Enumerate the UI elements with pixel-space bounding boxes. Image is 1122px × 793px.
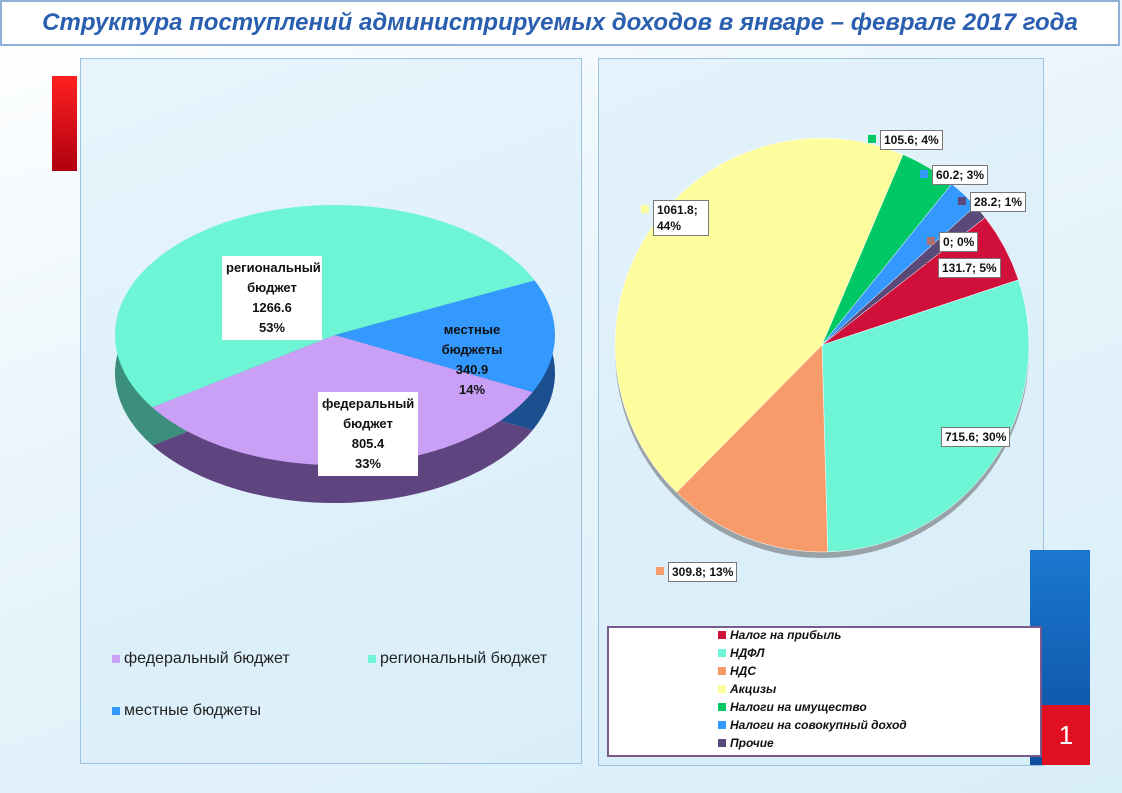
legend-key (112, 655, 120, 663)
slice (821, 279, 1030, 553)
legend-label: Акцизы (730, 682, 777, 696)
data-label: 131.7; 5% (938, 258, 1001, 278)
legend-key (718, 667, 726, 675)
legend-key (718, 685, 726, 693)
legend-label: местные бюджеты (124, 702, 261, 719)
label-key (920, 170, 928, 178)
legend-label: Налог на прибыль (730, 628, 842, 642)
legend-label: региональный бюджет (380, 650, 548, 667)
legend-key (718, 649, 726, 657)
legend-label: Налоги на имущество (730, 700, 867, 714)
legend-label: НДС (730, 664, 756, 678)
legend-box (607, 626, 1042, 757)
slice (335, 280, 555, 392)
data-label: 105.6; 4% (880, 130, 943, 150)
label-key (410, 328, 418, 336)
label-category: федеральный бюджет (322, 396, 415, 431)
legend-label: федеральный бюджет (124, 650, 290, 667)
legend-item: местные бюджеты (112, 702, 261, 720)
label-category: местные бюджеты (441, 322, 503, 357)
label-key (927, 237, 935, 245)
legend-item: Налоги на совокупный доход (718, 718, 907, 732)
legend-key (718, 631, 726, 639)
legend-label: НДФЛ (730, 646, 765, 660)
data-label: региональный бюджет 1266.6 53% (222, 256, 322, 340)
legend-key (718, 721, 726, 729)
label-value: 1266.6 53% (252, 300, 292, 335)
legend-item: НДФЛ (718, 646, 765, 660)
label-key (641, 205, 649, 213)
legend-item: федеральный бюджет (112, 650, 290, 668)
accent-bar (52, 76, 77, 171)
label-key (656, 567, 664, 575)
legend-item: Акцизы (718, 682, 776, 696)
legend-key (112, 707, 120, 715)
label-key (958, 197, 966, 205)
slide-number: 1 (1042, 705, 1090, 765)
data-label: 1061.8; 44% (653, 200, 709, 236)
label-value: 805.4 33% (351, 436, 385, 471)
legend-item: Налог на прибыль (718, 628, 841, 642)
data-label: 0; 0% (939, 232, 979, 252)
legend-key (718, 739, 726, 747)
legend-key (368, 655, 376, 663)
label-key (868, 135, 876, 143)
slice (114, 204, 535, 408)
data-label: 309.8; 13% (668, 562, 738, 582)
label-value: 340.9 14% (455, 362, 489, 397)
data-label: 715.6; 30% (941, 427, 1011, 447)
label-category: региональный бюджет (226, 260, 321, 295)
data-label: 60.2; 3% (932, 165, 989, 185)
slice (676, 344, 828, 553)
legend-item: Прочие (718, 736, 774, 750)
label-key (926, 263, 934, 271)
legend-item: Налоги на имущество (718, 700, 867, 714)
label-key (929, 432, 937, 440)
legend-item: НДС (718, 664, 756, 678)
legend-item: региональный бюджет (368, 650, 547, 668)
slide-title: Структура поступлений администрируемых д… (0, 0, 1120, 46)
data-label: федеральный бюджет 805.4 33% (318, 392, 418, 476)
legend-label: Прочие (730, 736, 774, 750)
legend-key (718, 703, 726, 711)
data-label: местные бюджеты 340.9 14% (410, 318, 522, 402)
legend-label: Налоги на совокупный доход (730, 718, 907, 732)
data-label: 28.2; 1% (970, 192, 1027, 212)
